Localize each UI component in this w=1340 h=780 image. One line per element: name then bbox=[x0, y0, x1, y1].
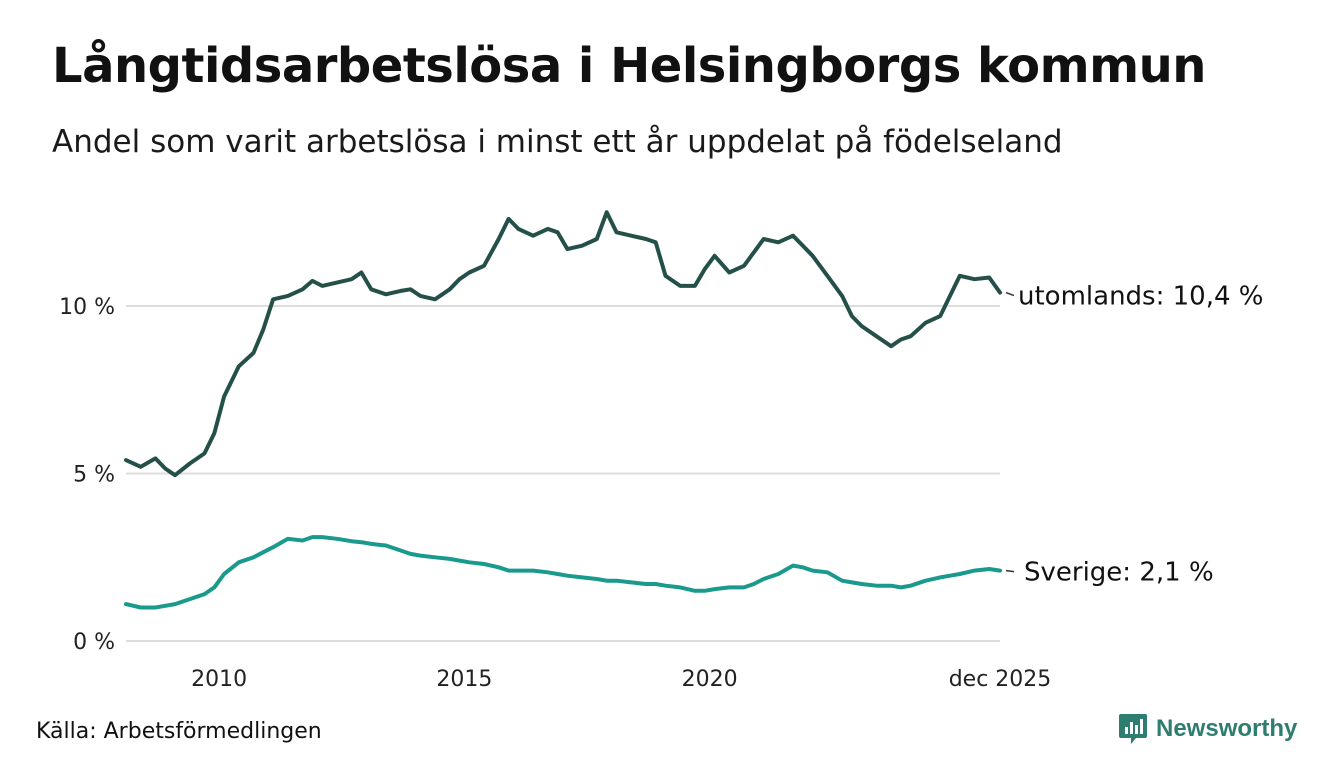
x-tick-label: 2015 bbox=[436, 667, 492, 692]
gridlines bbox=[126, 305, 1000, 642]
y-tick-label: 10 % bbox=[59, 295, 115, 320]
source-note: Källa: Arbetsförmedlingen bbox=[36, 719, 322, 744]
x-tick-label: 2010 bbox=[191, 667, 247, 692]
y-axis-ticks: 0 % 5 % 10 % bbox=[59, 295, 115, 655]
x-tick-label: 2020 bbox=[682, 667, 738, 692]
end-label-leader bbox=[1005, 291, 1015, 297]
end-label-leader bbox=[1005, 569, 1015, 573]
end-label-sverige: Sverige: 2,1 % bbox=[1024, 558, 1214, 588]
chart-title: Långtidsarbetslösa i Helsingborgs kommun bbox=[52, 38, 1206, 94]
series-line-sverige bbox=[124, 535, 1002, 610]
newsworthy-logo-icon bbox=[1119, 714, 1147, 744]
brand-logo[interactable]: Newsworthy bbox=[1118, 712, 1297, 746]
brand-name: Newsworthy bbox=[1156, 715, 1298, 742]
series-end-labels: utomlands: 10,4 % Sverige: 2,1 % bbox=[1005, 282, 1263, 588]
y-tick-label: 0 % bbox=[73, 630, 115, 655]
series-lines bbox=[124, 210, 1002, 610]
end-label-utomlands: utomlands: 10,4 % bbox=[1018, 282, 1263, 312]
x-axis-ticks: 2010 2015 2020 dec 2025 bbox=[191, 667, 1051, 692]
series-line-utomlands bbox=[124, 210, 1002, 478]
chart-subtitle: Andel som varit arbetslösa i minst ett å… bbox=[52, 124, 1063, 160]
y-tick-label: 5 % bbox=[73, 463, 115, 488]
x-tick-label: dec 2025 bbox=[949, 667, 1052, 692]
